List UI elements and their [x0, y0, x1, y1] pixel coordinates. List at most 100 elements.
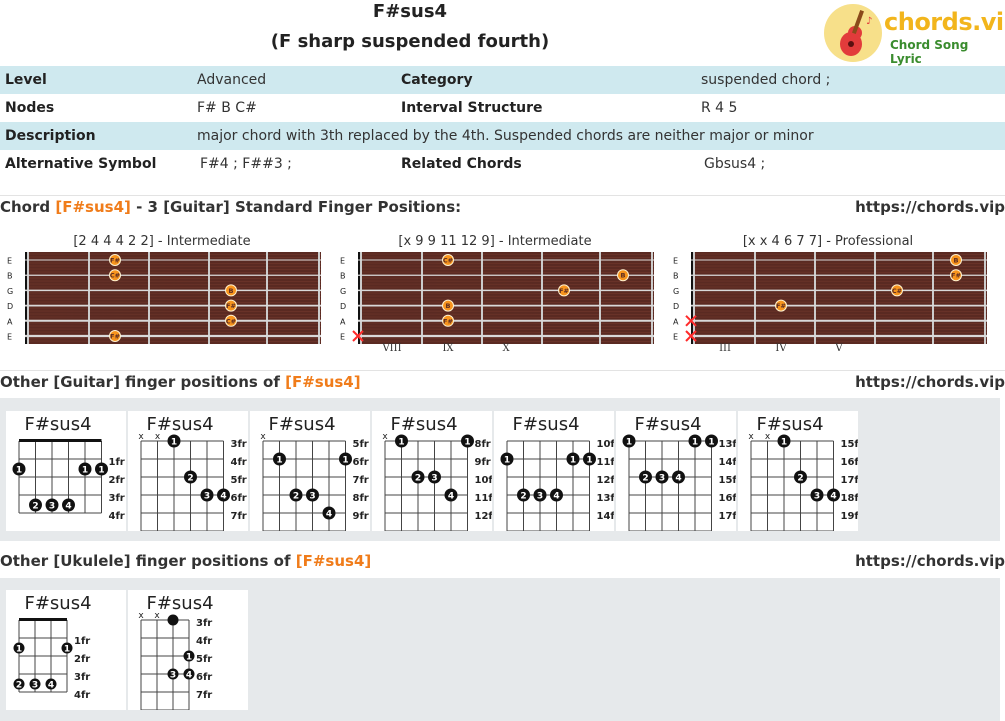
string-name: E — [673, 257, 678, 266]
string-name: E — [340, 257, 345, 266]
fret-label: 13fr — [597, 493, 615, 504]
note-dot[interactable]: B — [617, 269, 629, 282]
divider — [0, 195, 1005, 196]
finger-dot: 1 — [273, 452, 286, 466]
chord-link[interactable]: [F#sus4] — [55, 198, 131, 216]
svg-text:3: 3 — [814, 492, 820, 502]
note-dot[interactable]: C# — [891, 284, 903, 297]
finger-dot: 3 — [45, 498, 59, 512]
svg-text:4: 4 — [553, 492, 559, 502]
mute-icon — [685, 315, 697, 327]
finger-dot: 1 — [622, 434, 636, 448]
related-chords-label: Related Chords — [401, 156, 522, 172]
svg-text:1: 1 — [82, 466, 88, 476]
site-logo[interactable]: ♪ chords.vip Chord Song Lyric — [824, 4, 1005, 66]
chord-diagram: F#sus4 3fr 4fr 5fr 6fr 7fr x x 13 4 — [138, 593, 214, 711]
chord-diagram-card[interactable]: F#sus4 1fr 2fr 3fr 4fr 1 1 2 3 4 — [6, 590, 126, 710]
category-value: suspended chord ; — [696, 66, 1005, 94]
diagram-title: F#sus4 — [24, 593, 91, 614]
fret-label: 6fr — [196, 672, 212, 683]
site-url[interactable]: https://chords.vip — [855, 198, 1005, 216]
fret-label: 18fr — [841, 493, 859, 504]
note-dot[interactable]: F# — [558, 284, 570, 297]
string-name: G — [7, 287, 13, 296]
diagram-title: F#sus4 — [390, 414, 457, 435]
chord-diagram-card[interactable]: F#sus415fr16fr17fr18fr19frxx1234 — [738, 411, 864, 532]
fret-label: 4fr — [231, 457, 247, 468]
string-name: A — [7, 317, 13, 326]
note-dot[interactable]: B — [950, 254, 962, 266]
chord-diagram-card[interactable]: F#sus413fr14fr15fr16fr17fr111234 — [616, 411, 742, 532]
fret-label: 16fr — [841, 457, 859, 468]
svg-text:♪: ♪ — [866, 16, 872, 27]
table-row: Level Advanced Category suspended chord … — [0, 66, 1005, 94]
finger-dot: 1 — [688, 434, 702, 448]
chord-diagram-card[interactable]: F#sus4 5fr 6fr 7fr 8fr 9fr x 1 1 2 3 4 — [250, 411, 370, 532]
svg-text:C#: C# — [892, 287, 902, 295]
svg-text:2: 2 — [642, 474, 648, 484]
chord-diagram: F#sus48fr9fr10fr11fr12frx11234 — [382, 414, 498, 532]
finger-dot: 2 — [517, 488, 530, 502]
svg-text:F#: F# — [443, 317, 453, 325]
chord-link[interactable]: [F#sus4] — [295, 552, 372, 570]
mute-mark: x — [765, 432, 771, 442]
fret-label: 13fr — [719, 439, 737, 450]
note-dot[interactable]: C# — [442, 254, 454, 266]
chord-diagram: F#sus410fr11fr12fr13fr14fr111234 — [500, 414, 620, 532]
note-dot[interactable]: F# — [225, 299, 237, 312]
description-value: major chord with 3th replaced by the 4th… — [192, 122, 1005, 150]
alt-symbol-value[interactable]: F#4 ; F##3 ; — [200, 156, 292, 172]
finger-dot: 3 — [428, 470, 441, 484]
fretboard-2[interactable]: E B G D A E C# B F# B F# VIII IX X — [336, 252, 655, 354]
chord-link[interactable]: [F#sus4] — [285, 373, 361, 391]
svg-text:3: 3 — [309, 492, 315, 502]
note-dot[interactable]: B — [442, 299, 454, 312]
svg-text:4: 4 — [675, 474, 681, 484]
svg-text:B: B — [954, 257, 959, 265]
mute-mark: x — [154, 611, 160, 621]
note-dot[interactable]: F# — [950, 269, 962, 282]
note-dot[interactable]: F# — [109, 330, 121, 342]
note-dot[interactable]: C# — [109, 269, 121, 282]
string-name: B — [7, 272, 13, 281]
diagram-title: F#sus4 — [24, 414, 91, 435]
finger-dot: 4 — [217, 488, 230, 502]
svg-text:3: 3 — [170, 671, 176, 681]
chord-diagram-card[interactable]: F#sus410fr11fr12fr13fr14fr111234 — [494, 411, 620, 532]
site-url[interactable]: https://chords.vip — [855, 552, 1005, 570]
note-dot[interactable]: B — [225, 284, 237, 297]
logo-text: chords.vip — [884, 8, 1005, 36]
finger-dot: 4 — [444, 488, 458, 502]
svg-text:1: 1 — [186, 653, 192, 663]
fret-label: 8fr — [353, 493, 369, 504]
finger-dot: 4 — [550, 488, 563, 502]
site-url[interactable]: https://chords.vip — [855, 373, 1005, 391]
chord-diagram-card[interactable]: F#sus4 3fr 4fr 5fr 6fr 7fr x x 1 2 3 4 — [128, 411, 248, 532]
chord-diagram-card[interactable]: F#sus4 1fr 2fr 3fr 4fr 1 1 1 2 3 4 — [6, 411, 126, 531]
finger-dot: 3 — [655, 470, 669, 484]
fret-label: 10fr — [597, 439, 615, 450]
svg-text:3: 3 — [49, 502, 55, 512]
note-dot[interactable]: F# — [775, 299, 787, 312]
svg-text:1: 1 — [16, 466, 22, 476]
finger-dot: 1 — [583, 452, 596, 466]
related-chords-value[interactable]: Gbsus4 ; — [704, 156, 766, 172]
note-dot[interactable]: F# — [109, 254, 121, 266]
note-dot[interactable]: C# — [225, 314, 237, 327]
finger-dot: 4 — [322, 506, 336, 520]
finger-dot: 4 — [183, 668, 195, 681]
string-name: E — [7, 333, 12, 342]
chord-diagram-card[interactable]: F#sus4 3fr 4fr 5fr 6fr 7fr x x 1 3 4 — [128, 590, 248, 711]
chord-diagram-card[interactable]: F#sus48fr9fr10fr11fr12frx11234 — [372, 411, 498, 532]
finger-dot: 4 — [827, 488, 840, 502]
note-dot[interactable]: F# — [442, 314, 454, 327]
finger-dot: 1 — [500, 452, 514, 466]
string-name: A — [673, 317, 679, 326]
svg-text:1: 1 — [586, 456, 592, 466]
fretboard-3[interactable]: E B G D A E B F# C# F# III IV V — [669, 252, 988, 354]
fretboard-1[interactable]: E B G D A E F# C# B F# C# F# — [3, 252, 322, 344]
